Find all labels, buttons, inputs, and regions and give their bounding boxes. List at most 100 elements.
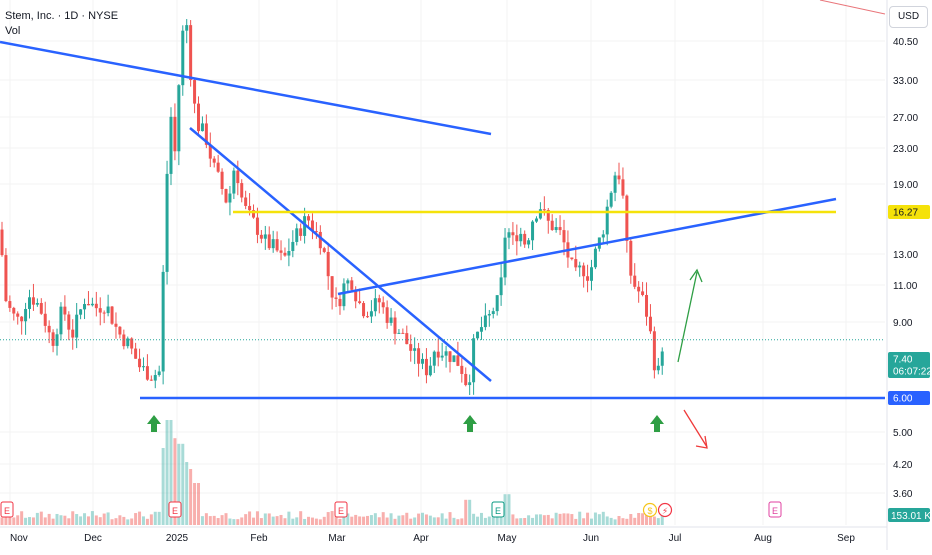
candle-body — [295, 228, 299, 242]
volume-bar — [153, 511, 157, 525]
candle-body — [318, 231, 322, 249]
volume-bar — [503, 494, 507, 525]
top-right-line — [819, 0, 886, 15]
volume-bar — [413, 517, 417, 525]
candle-body — [385, 307, 389, 323]
candle-body — [621, 179, 625, 196]
volume-bar — [255, 511, 259, 525]
candle-body — [39, 302, 43, 314]
volume-bar — [566, 513, 570, 525]
time-tick-label: Jul — [669, 533, 682, 544]
volume-bar — [507, 494, 511, 525]
candle-body — [660, 351, 664, 366]
volume-bar — [346, 513, 350, 525]
volume-bar — [16, 515, 20, 525]
symbol-title[interactable]: Stem, Inc. · 1D · NYSE — [5, 10, 119, 22]
candle-body — [417, 348, 421, 364]
event-marker-letter: $ — [647, 506, 652, 516]
volume-bar — [495, 516, 499, 525]
projection-down-line — [683, 409, 708, 448]
candle-body — [149, 379, 153, 381]
price-tick-label: 4.20 — [893, 460, 913, 471]
candle-body — [362, 303, 366, 317]
volume-label-box — [888, 508, 930, 522]
event-marker[interactable]: E — [768, 501, 782, 518]
price-label-box — [888, 391, 930, 405]
candle-body — [558, 227, 562, 231]
event-marker[interactable]: E — [491, 501, 505, 518]
grid — [0, 0, 885, 525]
price-tick-label: 40.50 — [893, 37, 918, 48]
volume-bar — [586, 512, 590, 525]
volume-bar — [440, 513, 444, 525]
volume-bar — [468, 499, 472, 525]
price-tick-label: 19.00 — [893, 180, 918, 191]
time-tick-label: Jun — [583, 533, 599, 544]
volume-bar — [617, 516, 621, 525]
candle-body — [8, 301, 12, 308]
volume-bar — [570, 514, 574, 525]
event-marker[interactable]: E — [0, 501, 14, 518]
volume-bar — [86, 516, 90, 525]
candle-body — [515, 235, 519, 242]
candle-body — [648, 316, 652, 332]
volume-bar — [385, 517, 389, 525]
candle-body — [307, 216, 311, 221]
volume-bar — [287, 511, 291, 525]
candle-body — [401, 332, 405, 334]
volume-bar — [43, 517, 47, 525]
projection-up-line — [677, 271, 698, 363]
volume-bar — [185, 462, 189, 525]
volume-bar — [365, 515, 369, 525]
candle-body — [59, 306, 63, 335]
price-tick-label: 3.60 — [893, 489, 913, 500]
volume-bar — [424, 514, 428, 525]
volume-bar — [224, 513, 228, 525]
volume-bar — [303, 518, 307, 525]
event-marker[interactable]: E — [334, 501, 348, 518]
volume-bar — [208, 516, 212, 525]
trendline-upper — [0, 40, 492, 136]
volume-bar — [448, 512, 452, 525]
volume-bar — [531, 517, 535, 525]
candle-body — [200, 123, 204, 132]
volume-legend[interactable]: Vol — [5, 25, 21, 37]
candle-body — [542, 209, 546, 211]
event-marker[interactable]: $ — [642, 502, 658, 518]
candle-body — [79, 309, 83, 315]
volume-bar — [252, 517, 256, 525]
currency-button[interactable]: USD — [889, 6, 928, 28]
event-marker[interactable]: E — [168, 501, 182, 518]
event-marker-letter: E — [772, 506, 778, 516]
time-tick-label: Sep — [837, 533, 855, 544]
candle-body — [252, 210, 256, 218]
volume-bar — [118, 515, 122, 525]
candle-body — [114, 323, 118, 327]
volume-bar — [228, 518, 232, 525]
volume-bar — [12, 517, 16, 525]
volume-bar — [98, 517, 102, 525]
candle-body — [4, 255, 8, 302]
volume-bar — [409, 518, 413, 525]
candle-body — [322, 248, 326, 252]
volume-bar — [621, 518, 625, 525]
candle-body — [71, 329, 75, 338]
volume-bar — [464, 499, 468, 525]
candle-body — [110, 306, 114, 324]
candle-body — [291, 241, 295, 252]
volume-bar — [354, 514, 358, 525]
candle-body — [165, 173, 169, 272]
candle-body — [365, 316, 369, 318]
candle-body — [601, 234, 605, 238]
candle-body — [625, 195, 629, 241]
event-marker[interactable]: ⚡ — [657, 502, 673, 518]
volume-bar — [597, 514, 601, 525]
candle-body — [479, 327, 483, 332]
volume-bar — [546, 514, 550, 525]
volume-bar — [79, 516, 83, 525]
volume-bar — [177, 443, 181, 525]
candle-body — [63, 306, 67, 315]
volume-bar — [373, 513, 377, 525]
